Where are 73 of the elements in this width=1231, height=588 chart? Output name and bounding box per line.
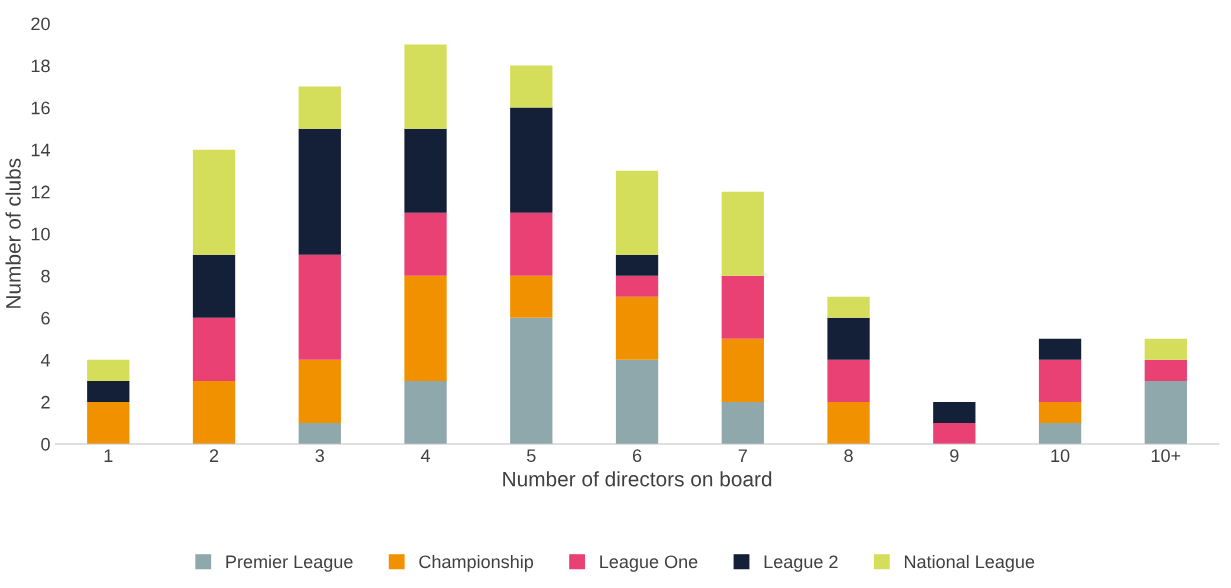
y-tick-label: 2: [41, 395, 50, 409]
bar: [721, 338, 764, 402]
bar: [615, 275, 659, 297]
x-tick-label: 4: [420, 449, 431, 462]
bar: [298, 359, 341, 423]
bar: [510, 317, 553, 444]
x-tick-label: 8: [844, 449, 853, 463]
bar: [404, 275, 447, 381]
y-tick-label: 6: [41, 311, 50, 325]
y-tick-label: 12: [31, 185, 50, 199]
bar: [1038, 338, 1082, 360]
bar: [298, 128, 341, 255]
bar: [298, 86, 341, 129]
bar: [1144, 338, 1187, 360]
bar: [298, 422, 341, 444]
bar: [87, 359, 130, 381]
x-tick-label: 6: [632, 449, 642, 463]
bar: [615, 254, 659, 276]
bar: [827, 317, 870, 360]
legend-label: National League: [904, 554, 1035, 572]
bar: [827, 401, 870, 444]
bar: [510, 107, 553, 213]
x-tick-label: 3: [315, 449, 325, 463]
bar: [1038, 401, 1082, 423]
bar: [192, 149, 236, 255]
bar: [404, 380, 447, 444]
bar: [1144, 359, 1187, 381]
bar: [87, 401, 130, 444]
x-tick-label: 2: [209, 449, 219, 462]
bar: [827, 296, 870, 318]
y-tick-label: 0: [41, 437, 50, 451]
bar: [1038, 359, 1082, 402]
x-tick-label: 1: [104, 449, 113, 462]
bar: [298, 254, 341, 360]
x-tick-label: 10+: [1151, 449, 1181, 463]
bar: [404, 44, 447, 129]
bar: [404, 212, 447, 276]
y-axis-title: Number of clubs: [5, 158, 21, 308]
bar: [615, 359, 659, 444]
legend-label: League 2: [764, 555, 838, 572]
bar: [404, 128, 447, 213]
x-tick-label: 10: [1051, 449, 1070, 463]
y-tick-label: 20: [31, 17, 50, 31]
bar: [933, 401, 976, 423]
legend-label: League One: [600, 555, 698, 572]
x-tick-label: 9: [950, 449, 959, 463]
y-tick-label: 16: [31, 101, 50, 115]
x-axis-title: Number of directors on board: [503, 471, 772, 487]
bar: [721, 191, 764, 276]
legend-label: Championship: [419, 554, 534, 572]
bar: [510, 212, 553, 276]
y-tick-label: 14: [31, 143, 51, 157]
bar: [615, 170, 659, 255]
bar: [1038, 422, 1082, 444]
bar: [615, 296, 659, 360]
y-tick-label: 18: [31, 59, 50, 73]
bar: [721, 401, 764, 444]
bar: [1144, 380, 1187, 444]
x-tick-label: 7: [738, 449, 747, 462]
y-tick-label: 10: [31, 227, 50, 241]
bar: [510, 275, 553, 318]
bar: [192, 317, 236, 381]
bar: [510, 65, 553, 108]
bar: [827, 359, 870, 402]
x-tick-label: 5: [526, 449, 536, 463]
y-tick-label: 8: [41, 269, 50, 283]
bar: [192, 380, 236, 444]
legend-label: Premier League: [226, 554, 353, 572]
bar: [721, 275, 764, 339]
bar: [933, 422, 976, 444]
bar: [192, 254, 236, 318]
y-tick-label: 4: [40, 353, 51, 367]
bar: [87, 380, 130, 402]
